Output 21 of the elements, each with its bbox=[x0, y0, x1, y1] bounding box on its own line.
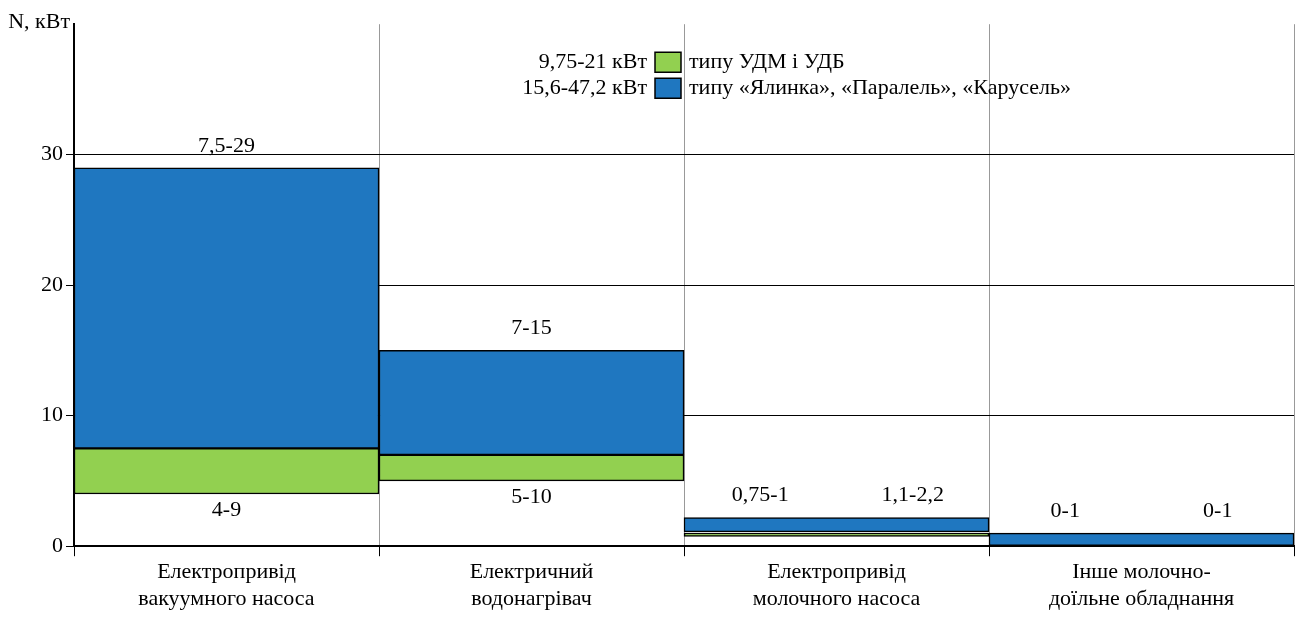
x-tick-label: Електропривід вакуумного насоса bbox=[138, 558, 315, 610]
y-tick-label: 30 bbox=[41, 140, 63, 166]
y-tick-label: 10 bbox=[41, 401, 63, 427]
data-label: 0,75-1 bbox=[731, 481, 789, 507]
data-label: 7-15 bbox=[511, 314, 552, 340]
annotation: 15,6-47,2 кВт bbox=[522, 73, 648, 99]
y-tick-label: 0 bbox=[52, 531, 63, 557]
legend-label: типу «Ялинка», «Паралель», «Карусель» bbox=[689, 73, 1072, 99]
data-label: 5-10 bbox=[511, 482, 552, 508]
x-tick-label: Електропривід молочного насоса bbox=[752, 558, 921, 610]
data-label: 4-9 bbox=[211, 495, 242, 521]
y-tick-label: 20 bbox=[41, 270, 63, 296]
data-label: 7,5-29 bbox=[198, 131, 255, 157]
x-tick-label: Електричний водонагрівач bbox=[469, 558, 594, 610]
text: 0-1 bbox=[1050, 496, 1080, 522]
data-label: 1,1-2,2 bbox=[881, 481, 944, 507]
data-label: 0-1 bbox=[1203, 496, 1233, 522]
y-axis-title: N, кВт bbox=[8, 7, 71, 33]
x-tick-label: Інше молочно- доїльне обладнання bbox=[1048, 558, 1235, 610]
legend-label: типу УДМ і УДБ bbox=[689, 47, 845, 73]
annotation: 9,75-21 кВт bbox=[538, 47, 648, 73]
